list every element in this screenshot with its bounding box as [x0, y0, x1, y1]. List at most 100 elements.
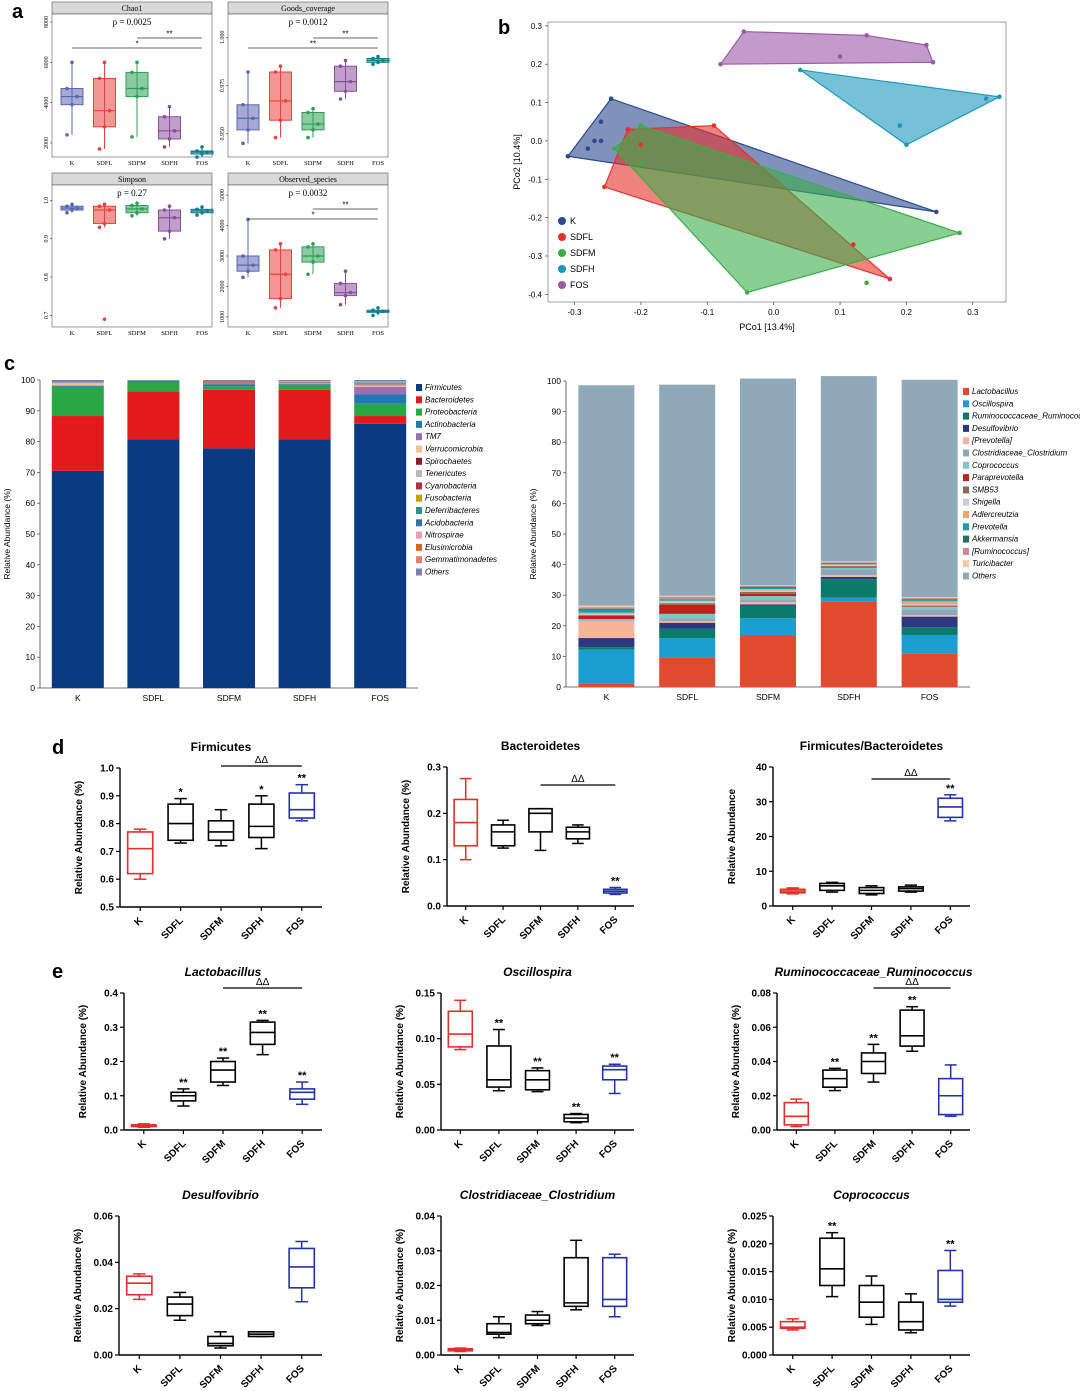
ytick-label: 0.0 [104, 1126, 118, 1137]
legend-swatch [963, 572, 969, 580]
bar-segment-Paraprevotella [659, 604, 716, 614]
xtick-label: SDFL [97, 330, 113, 337]
legend-label: Lactobacillus [972, 387, 1018, 396]
sig-stars: * [178, 787, 183, 799]
point [278, 118, 283, 123]
bar-segment-Proteobacteria [51, 386, 104, 417]
sig-stars: ** [298, 773, 307, 785]
xtick-label: FOS [196, 160, 208, 167]
box-SDFL [486, 1322, 512, 1335]
y-axis-title: Relative Abundance (%) [401, 780, 412, 894]
point [306, 135, 310, 140]
ytick-label: 0.00 [416, 1351, 436, 1362]
legend-label: SMB53 [972, 485, 999, 494]
point [167, 204, 172, 209]
point [97, 204, 102, 209]
bar-segment-Clostridiaceae_Clostridium [578, 620, 635, 622]
box-SDFH [897, 1301, 924, 1331]
legend-label: Shigella [972, 498, 1001, 507]
ytick-label: 0.000 [742, 1351, 767, 1362]
point [195, 213, 199, 217]
xtick-label: SDFH [337, 330, 354, 337]
pcoa-point-SDFH [797, 67, 803, 73]
ytick-label: 20 [26, 621, 36, 631]
xtick-label: SDFH [837, 692, 860, 702]
pcoa-point-SDFL [602, 184, 607, 190]
xtick-label: SDFL [273, 330, 289, 337]
plot-title: Clostridiaceae_Clostridium [460, 1188, 616, 1202]
sig-delta: ΔΔ [255, 755, 269, 766]
sig-stars: ** [946, 1238, 955, 1250]
bar-segment-[Prevotella] [901, 615, 958, 617]
box-FOS [288, 1247, 316, 1289]
bar-segment-Spirochaetes [354, 384, 407, 386]
bar-segment-SMB53 [578, 615, 635, 617]
legend-swatch [416, 507, 422, 514]
ytick-label: 0.0 [531, 137, 543, 146]
ytick-label: 1.0 [44, 197, 50, 205]
point [135, 210, 139, 215]
ytick-label: 0.9 [44, 235, 50, 243]
legend-dot-FOS [558, 281, 566, 289]
bar-segment-Shigella [578, 614, 635, 616]
ytick-label: 0.05 [416, 1080, 436, 1091]
ytick-label: 0.04 [416, 1212, 436, 1223]
point [251, 116, 255, 121]
ytick-label: 1000 [220, 311, 226, 323]
ytick-label: 80 [26, 437, 36, 447]
ytick-label: 6000 [44, 56, 50, 68]
point [130, 135, 134, 139]
point [65, 210, 69, 215]
bar-segment-[Ruminococcus] [901, 597, 958, 600]
xtick-label: K [246, 160, 251, 167]
plot-title: Bacteroidetes [501, 739, 581, 753]
point [130, 214, 134, 218]
pvalue: p = 0.0025 [113, 17, 152, 27]
panel-b: -0.3 -0.2 -0.1 0.0 0.1 0.2 0.3 -0.4 -0.3 -0.2 -0.1… [512, 21, 1007, 332]
bar-segment-TM7 [278, 383, 331, 385]
sig-delta: ΔΔ [571, 774, 585, 785]
ytick-label: 0.0 [427, 902, 441, 913]
pcoa-point-K [585, 146, 591, 151]
legend-swatch [963, 511, 969, 518]
point [311, 106, 315, 111]
bar-segment-Oscillospira [740, 618, 796, 635]
point [167, 137, 172, 141]
bar-segment-Ruminococcaceae_Ruminococcus [820, 579, 877, 598]
ytick-label: 0.00 [94, 1351, 114, 1362]
point [70, 102, 74, 107]
box-K [447, 1010, 474, 1048]
box-panel-Ruminococcaceae_Ruminococcus: Ruminococcaceae_Ruminococcus 0.00 0.02 0.04… [731, 965, 973, 1166]
plot-title: Coprococcus [833, 1188, 910, 1202]
legend-label: Cyanobacteria [425, 481, 477, 490]
legend-label: SDFL [570, 232, 593, 242]
box-SDFM [301, 112, 325, 131]
xtick-label: FOS [372, 160, 384, 167]
point [65, 86, 69, 91]
pcoa-point-SDFL [625, 127, 630, 132]
ytick-label: 90 [26, 406, 36, 416]
bar-segment-Akkermansia [659, 599, 716, 600]
bar-segment-Coprococcus [659, 613, 716, 619]
bar-segment-Spirochaetes [203, 381, 255, 383]
point [343, 269, 348, 274]
bar-segment-Turicibacter [901, 597, 958, 598]
ytick-label: 2000 [44, 137, 50, 149]
point [75, 94, 79, 99]
bar-segment-SMB53 [901, 605, 958, 606]
point [316, 122, 320, 126]
point [102, 60, 107, 65]
point [306, 272, 310, 277]
pcoa-point-SDFM [638, 123, 644, 128]
bar-segment-Bacteroidetes [51, 416, 104, 471]
box-FOS [937, 1269, 964, 1303]
bar-segment-Firmicutes [203, 448, 255, 688]
plot-title: Lactobacillus [185, 965, 262, 979]
legend-swatch [416, 543, 422, 551]
ytick-label: 50 [26, 529, 36, 539]
ytick-label: 0.2 [104, 1057, 118, 1068]
bar-segment-Others [203, 380, 255, 381]
bar-segment-Bacteroidetes [354, 416, 407, 424]
pcoa-point-FOS [718, 61, 723, 67]
box-SDFM [125, 71, 149, 98]
